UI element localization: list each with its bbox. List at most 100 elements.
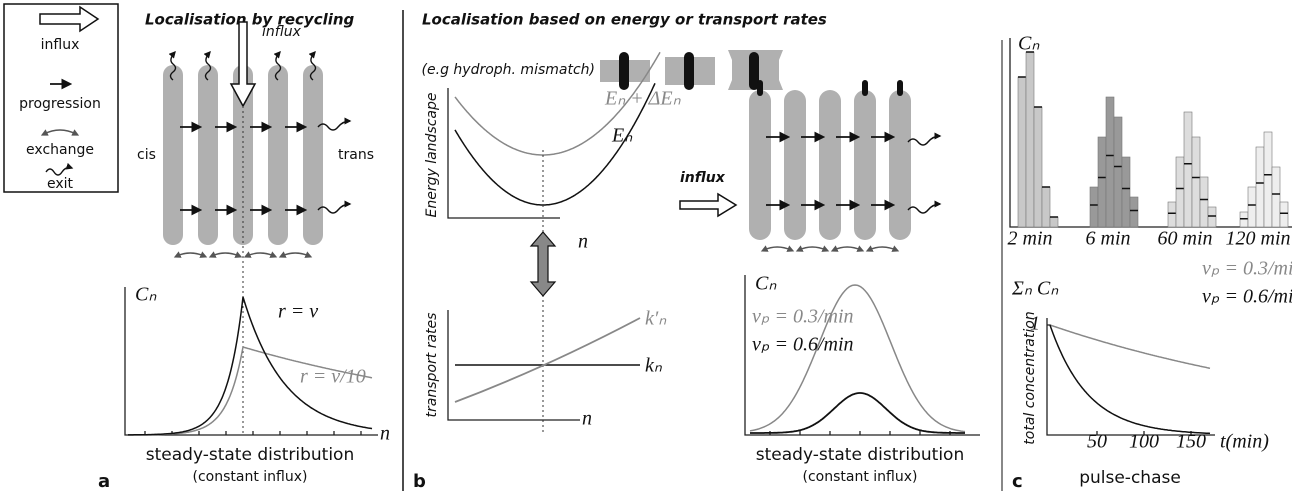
path-panel-c: [1050, 325, 1210, 368]
path-panel-b: [908, 204, 940, 213]
path-panel-c: [1047, 318, 1215, 435]
shape-histogram-bar: [1122, 157, 1130, 227]
label-panel-c: Σₙ Cₙ: [1011, 278, 1059, 300]
panel-a: Localisation by recycling cis trans infl…: [98, 11, 390, 491]
shape-panel-b: [854, 90, 876, 240]
label-panel-a: a: [98, 471, 110, 491]
label-panel-b: n: [578, 231, 588, 253]
label-panel-c: 60 min: [1158, 228, 1213, 250]
shape-histogram-bar: [1130, 197, 1138, 227]
label-panel-a: (constant influx): [193, 469, 308, 485]
panel-c: Cₙ 2 min 6 min 60 min 120 min vₚ = 0.3/m…: [1008, 33, 1292, 491]
label-panel-a: Localisation by recycling: [145, 11, 355, 29]
shape-histogram-bar: [1098, 137, 1106, 227]
path-panel-b: [455, 318, 640, 402]
legend: influx progression exchange exit: [4, 4, 118, 192]
path-panel-a: [125, 287, 378, 435]
shape-panel-a: [268, 65, 288, 245]
label-panel-c: 100: [1129, 431, 1159, 453]
shape-panel-b: [889, 90, 911, 240]
shape-panel-b: [749, 90, 771, 240]
path-panel-c: [1047, 325, 1191, 435]
label-panel-b: transport rates: [424, 313, 440, 418]
label-panel-a: r = v: [278, 301, 318, 323]
shape-panel-b: [757, 80, 763, 96]
path-panel-a: [282, 253, 309, 256]
path-panel-b: [799, 247, 826, 250]
label-panel-a: influx: [262, 24, 302, 40]
label-panel-b: Eₙ + ΔEₙ: [604, 88, 682, 110]
label-legend: progression: [19, 96, 101, 112]
label-legend: influx: [41, 37, 80, 53]
shape-panel-b: [684, 52, 694, 90]
shape-panel-a: [198, 65, 218, 245]
path-legend: [44, 130, 76, 134]
shape-panel-b: [784, 90, 806, 240]
shape-panel-a: [303, 65, 323, 245]
shape-panel-b: [819, 90, 841, 240]
label-panel-a: n: [380, 423, 390, 445]
shape-histogram-bar: [1200, 177, 1208, 227]
path-panel-a: [177, 253, 204, 256]
figure: influx progression exchange exit Localis…: [0, 0, 1292, 491]
path-panel-b: [869, 247, 896, 250]
shape-panel-b: [897, 80, 903, 96]
label-panel-c: Cₙ: [1018, 33, 1040, 55]
path-panel-b: [680, 194, 736, 216]
shape-histogram-bar: [1280, 202, 1288, 227]
shape-histogram-bar: [1114, 117, 1122, 227]
label-panel-b: n: [582, 408, 592, 430]
shape-histogram-bar: [1192, 137, 1200, 227]
shape-histogram-bar: [1272, 167, 1280, 227]
path-panel-b: [531, 232, 555, 296]
shape-histogram-bar: [1034, 107, 1042, 227]
panel-b: Localisation based on energy or transpor…: [413, 11, 980, 491]
shape-histogram-bar: [1050, 217, 1058, 227]
path-panel-b: [834, 247, 861, 250]
path-panel-b: [908, 136, 940, 145]
label-panel-b: steady-state distribution: [756, 445, 964, 465]
label-panel-c: 120 min: [1226, 228, 1291, 250]
shape-panel-b: [619, 52, 629, 90]
label-panel-b: Cₙ: [755, 273, 777, 295]
shape-histogram-bar: [1264, 132, 1272, 227]
shape-panel-b: [862, 80, 868, 96]
label-panel-b: (e.g hydroph. mismatch): [422, 62, 595, 78]
shape-panel-a: [163, 65, 183, 245]
label-panel-c: vₚ = 0.3/min: [1202, 258, 1292, 280]
label-panel-b: Localisation based on energy or transpor…: [422, 11, 827, 29]
label-panel-c: 150: [1176, 431, 1206, 453]
shape-histogram-bar: [1168, 202, 1176, 227]
label-panel-b: Energy landscape: [424, 92, 440, 217]
label-panel-a: Cₙ: [135, 284, 157, 306]
label-panel-c: t(min): [1220, 431, 1269, 453]
label-panel-c: pulse-chase: [1079, 468, 1181, 488]
label-panel-c: 6 min: [1086, 228, 1131, 250]
label-panel-b: b: [413, 471, 426, 491]
label-panel-b: influx: [680, 170, 726, 186]
label-panel-c: vₚ = 0.6/min: [1202, 286, 1292, 308]
shape-histogram-bar: [1018, 77, 1026, 227]
shape-histogram-bar: [1106, 97, 1114, 227]
label-panel-a: steady-state distribution: [146, 445, 354, 465]
label-panel-a: trans: [338, 147, 374, 163]
shape-histogram-bar: [1208, 207, 1216, 227]
label-panel-b: k′ₙ: [645, 308, 667, 330]
path-panel-b: [764, 247, 791, 250]
path-panel-a: [247, 253, 274, 256]
path-panel-a: [212, 253, 239, 256]
path-panel-c: [1050, 325, 1210, 433]
label-panel-b: Eₙ: [611, 125, 633, 147]
label-panel-b: kₙ: [645, 355, 663, 377]
shape-histogram-bar: [1042, 187, 1050, 227]
shape-histogram-bar: [1090, 187, 1098, 227]
label-panel-c: 50: [1087, 431, 1107, 453]
label-panel-b: vₚ = 0.3/min: [752, 306, 854, 328]
label-panel-a: r = v/10: [300, 366, 366, 388]
shape-histogram-bar: [1176, 157, 1184, 227]
label-panel-a: cis: [137, 147, 156, 163]
path-panel-b: [448, 88, 560, 218]
path-panel-a: [128, 347, 372, 435]
label-legend: exchange: [26, 142, 94, 158]
shape-histogram-bar: [1184, 112, 1192, 227]
